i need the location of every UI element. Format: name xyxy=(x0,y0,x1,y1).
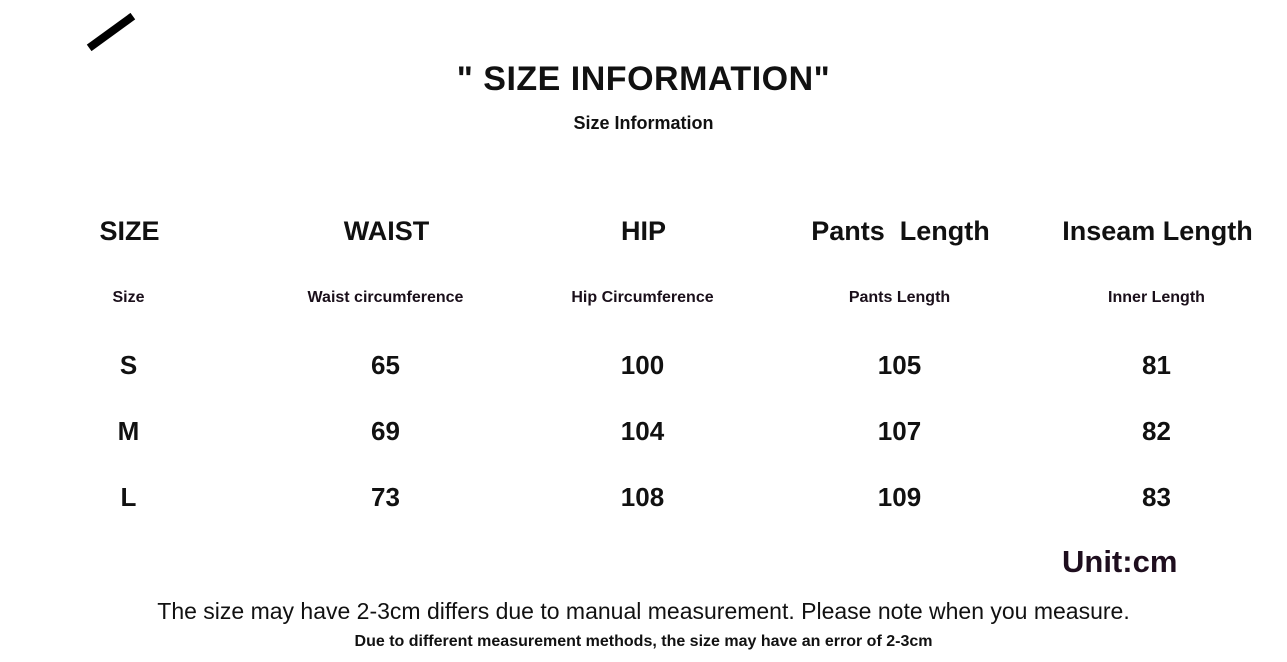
cell-hip: 108 xyxy=(620,482,665,512)
column-subheader-pants-length: Pants Length xyxy=(848,289,951,306)
column-header-hip: HIP xyxy=(620,216,666,246)
table-row: L 73 108 109 83 xyxy=(0,482,1287,513)
cell-pants-length: 105 xyxy=(877,350,922,380)
cell-inseam-length: 81 xyxy=(1142,350,1171,380)
column-subheader-inner-length: Inner Length xyxy=(1108,289,1205,306)
cell-waist: 69 xyxy=(371,416,400,446)
cell-hip: 104 xyxy=(620,416,665,446)
column-header-size: SIZE xyxy=(99,216,160,246)
cell-size: M xyxy=(117,416,140,446)
column-subheader-waist: Waist circumference xyxy=(307,289,464,306)
cell-size: L xyxy=(120,482,137,512)
cell-pants-length: 107 xyxy=(877,416,922,446)
page-title: " SIZE INFORMATION" xyxy=(456,60,831,98)
column-header-inseam-length: Inseam Length xyxy=(1062,216,1253,246)
cell-hip: 100 xyxy=(620,350,665,380)
column-subheader-hip: Hip Circumference xyxy=(571,289,714,306)
cell-pants-length: 109 xyxy=(877,482,922,512)
cell-inseam-length: 82 xyxy=(1142,416,1171,446)
cell-size: S xyxy=(119,350,138,380)
table-row: M 69 104 107 82 xyxy=(0,416,1287,447)
column-header-waist: WAIST xyxy=(343,216,430,246)
column-subheader-size: Size xyxy=(112,289,145,306)
measurement-error-note: Due to different measurement methods, th… xyxy=(354,633,933,650)
column-header-pants-length: Pants Length xyxy=(811,216,990,246)
page-subtitle: Size Information xyxy=(573,113,714,133)
unit-label: Unit:cm xyxy=(1062,544,1178,579)
table-row: S 65 100 105 81 xyxy=(0,350,1287,381)
cell-waist: 65 xyxy=(371,350,400,380)
table-subheader-row: Size Waist circumference Hip Circumferen… xyxy=(0,289,1287,307)
cell-waist: 73 xyxy=(371,482,400,512)
table-header-row: SIZE WAIST HIP Pants Length Inseam Lengt… xyxy=(0,216,1287,247)
cell-inseam-length: 83 xyxy=(1142,482,1171,512)
measurement-note: The size may have 2-3cm differs due to m… xyxy=(157,598,1130,624)
slash-mark-decoration xyxy=(86,12,136,52)
